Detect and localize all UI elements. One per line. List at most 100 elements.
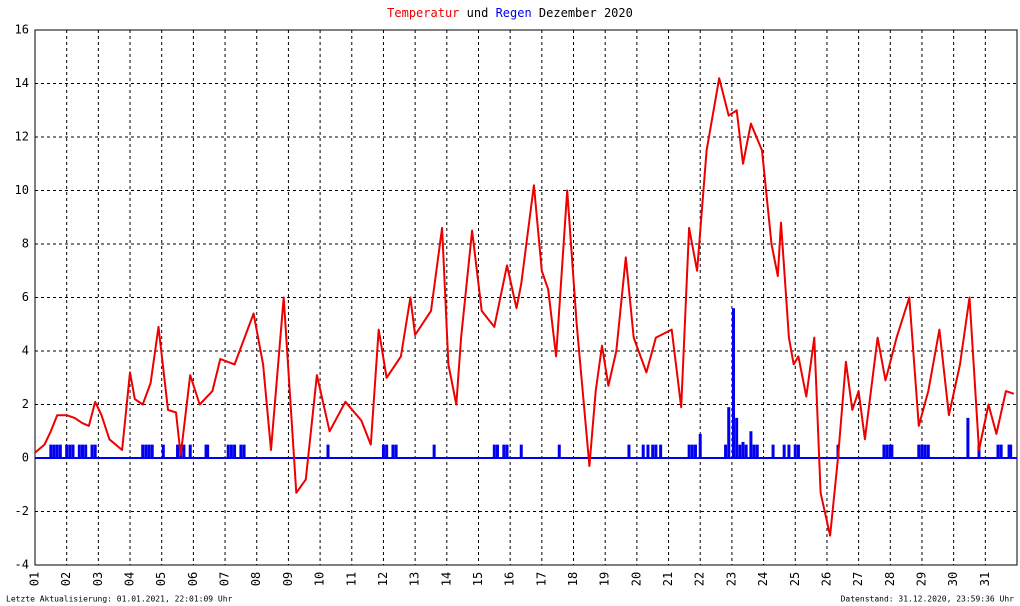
- rain-bar: [65, 444, 69, 458]
- rain-bar: [150, 444, 154, 458]
- x-tick-label: 12: [376, 572, 390, 586]
- rain-bar: [161, 444, 165, 458]
- rain-bar: [188, 444, 192, 458]
- rain-bar: [90, 444, 94, 458]
- x-tick-label: 11: [344, 572, 358, 586]
- rain-bar: [744, 444, 748, 458]
- y-tick-label: 12: [15, 130, 29, 144]
- x-tick-label: 13: [408, 572, 422, 586]
- rain-bar: [495, 444, 499, 458]
- footer-left: Letzte Aktualisierung: 01.01.2021, 22:01…: [6, 595, 233, 604]
- x-tick-label: 24: [756, 572, 770, 586]
- x-tick-label: 10: [313, 572, 327, 586]
- rain-bar: [926, 444, 930, 458]
- rain-bar: [735, 417, 739, 458]
- rain-bar: [641, 444, 645, 458]
- x-tick-label: 28: [883, 572, 897, 586]
- rain-bar: [394, 444, 398, 458]
- rain-bar: [1009, 444, 1013, 458]
- rain-bar: [385, 444, 389, 458]
- y-tick-label: -2: [15, 504, 29, 518]
- rain-bar: [81, 444, 85, 458]
- rain-bar: [381, 444, 385, 458]
- rain-bar: [502, 444, 506, 458]
- rain-bar: [698, 433, 702, 458]
- x-tick-label: 23: [724, 572, 738, 586]
- x-tick-label: 05: [154, 572, 168, 586]
- x-tick-label: 16: [503, 572, 517, 586]
- rain-bar: [741, 441, 745, 458]
- y-tick-label: 0: [22, 451, 29, 465]
- rain-bar: [752, 444, 756, 458]
- rain-bar: [176, 444, 180, 458]
- rain-bar: [226, 444, 230, 458]
- rain-bar: [68, 444, 72, 458]
- rain-bar: [996, 444, 1000, 458]
- x-tick-label: 25: [788, 572, 802, 586]
- x-tick-label: 29: [914, 572, 928, 586]
- x-tick-label: 08: [249, 572, 263, 586]
- y-tick-label: 2: [22, 397, 29, 411]
- rain-bar: [55, 444, 59, 458]
- x-tick-label: 19: [598, 572, 612, 586]
- x-tick-label: 17: [534, 572, 548, 586]
- x-tick-label: 07: [218, 572, 232, 586]
- x-tick-label: 04: [123, 572, 137, 586]
- rain-bar: [627, 444, 631, 458]
- rain-bar: [147, 444, 151, 458]
- y-tick-label: 14: [15, 76, 29, 90]
- rain-bar: [920, 444, 924, 458]
- plot-border: [34, 29, 1018, 566]
- temperature-line: [34, 77, 1015, 537]
- y-tick-label: 16: [15, 23, 29, 37]
- rain-bar: [749, 431, 753, 458]
- rain-bar: [687, 444, 691, 458]
- x-tick-label: 21: [661, 572, 675, 586]
- rain-bar: [755, 444, 759, 458]
- rain-bar: [432, 444, 436, 458]
- rain-bar: [882, 444, 886, 458]
- x-tick-label: 22: [693, 572, 707, 586]
- rain-bar: [888, 444, 892, 458]
- rain-bar: [557, 444, 561, 458]
- rain-bar: [966, 417, 970, 458]
- rain-bar: [690, 444, 694, 458]
- rain-bar: [917, 444, 921, 458]
- rain-bar: [242, 444, 246, 458]
- rain-bar: [71, 444, 75, 458]
- rain-bar: [787, 444, 791, 458]
- rain-bar: [731, 308, 735, 458]
- title-part: Dezember 2020: [539, 6, 633, 20]
- rain-bar: [724, 444, 728, 458]
- rain-bar: [144, 444, 148, 458]
- x-tick-label: 26: [819, 572, 833, 586]
- rain-bar: [519, 444, 523, 458]
- rain-bar: [77, 444, 81, 458]
- title-part: Temperatur: [387, 6, 459, 20]
- rain-bar: [204, 444, 208, 458]
- rain-bar: [999, 444, 1003, 458]
- footer-right: Datenstand: 31.12.2020, 23:59:36 Uhr: [841, 595, 1015, 604]
- rain-bar: [182, 444, 186, 458]
- rain-bar: [738, 444, 742, 458]
- rain-bar: [93, 444, 97, 458]
- rain-bar: [977, 444, 981, 458]
- rain-bar: [84, 444, 88, 458]
- rain-bar: [727, 407, 731, 458]
- rain-bar: [885, 444, 889, 458]
- x-tick-label: 01: [28, 572, 42, 586]
- x-tick-label: 20: [629, 572, 643, 586]
- rain-bar: [326, 444, 330, 458]
- rain-bar: [391, 444, 395, 458]
- x-tick-label: 06: [186, 572, 200, 586]
- rain-bar: [49, 444, 53, 458]
- x-tick-label: 09: [281, 572, 295, 586]
- rain-bar: [923, 444, 927, 458]
- rain-bar: [492, 444, 496, 458]
- rain-bar: [58, 444, 62, 458]
- rain-bar: [796, 444, 800, 458]
- rain-bar: [141, 444, 145, 458]
- rain-bar: [646, 444, 650, 458]
- rain-bar: [890, 444, 894, 458]
